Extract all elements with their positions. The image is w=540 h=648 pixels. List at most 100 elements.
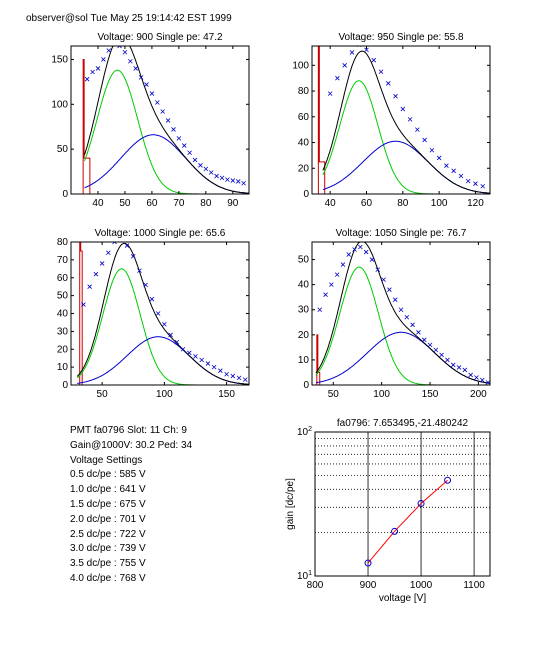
y-tick-label: 0 <box>62 189 68 200</box>
data-point <box>451 168 456 174</box>
data-point <box>473 181 478 186</box>
x-tick-label: 100 <box>156 389 173 400</box>
y-tick-label: 40 <box>57 309 69 320</box>
gain-point <box>417 499 425 507</box>
voltage-setting-row: 2.5 dc/pe : 722 V <box>70 528 146 540</box>
y-tick-label: 0 <box>303 189 309 200</box>
pmt-info-panel: PMT fa0796 Slot: 11 Ch: 9 Gain@1000V: 30… <box>70 424 192 587</box>
data-point <box>407 117 413 122</box>
data-point <box>211 364 217 370</box>
voltage-setting-row: 3.0 dc/pe : 739 V <box>70 543 146 555</box>
chart-title: Voltage: 900 Single pe: 47.2 <box>97 32 223 43</box>
data-point <box>342 63 347 68</box>
voltage-setting-row: 1.0 dc/pe : 641 V <box>70 484 146 496</box>
chart-title: Voltage: 1000 Single pe: 65.6 <box>95 228 226 239</box>
axes-frame <box>311 241 491 386</box>
plot-area <box>315 242 490 385</box>
pedestal-curve <box>317 46 326 194</box>
y-tick-label: 80 <box>57 237 69 248</box>
y-tick-label: 40 <box>298 138 310 149</box>
data-point <box>358 244 363 250</box>
data-point <box>474 375 479 380</box>
header-title: observer@sol Tue May 25 19:14:42 EST 199… <box>26 13 232 24</box>
data-point <box>327 91 333 96</box>
double-pe-gaussian <box>77 336 249 385</box>
data-point <box>133 66 139 71</box>
voltage-setting-row: 4.0 dc/pe : 768 V <box>70 572 146 584</box>
x-tick-label: 40 <box>92 198 104 209</box>
histogram-panel-1: Voltage: 900 Single pe: 47.2 40 50 60 70 80 90… <box>51 32 250 209</box>
data-point <box>144 82 149 87</box>
data-point <box>203 166 209 172</box>
voltage-setting-row: 1.5 dc/pe : 675 V <box>70 498 146 510</box>
voltage-settings-heading: Voltage Settings <box>70 454 143 466</box>
chart-title: Voltage: 1050 Single pe: 76.7 <box>336 228 467 239</box>
y-tick-label: 50 <box>298 255 310 266</box>
data-point <box>99 261 105 266</box>
data-point <box>187 150 192 156</box>
data-point <box>174 339 180 345</box>
data-point <box>427 342 433 348</box>
y-tick-label: 70 <box>57 255 69 266</box>
pedestal-curve <box>82 58 91 194</box>
y-tick-label: 10 <box>298 355 310 366</box>
data-point <box>416 330 421 335</box>
y-tick-label: 60 <box>298 112 310 123</box>
y-tick-label: 50 <box>57 144 69 155</box>
data-point <box>176 136 182 141</box>
data-point <box>241 180 246 186</box>
data-point <box>352 247 357 252</box>
data-point <box>180 346 186 352</box>
x-tick-label: 120 <box>467 198 484 209</box>
data-point <box>230 178 236 183</box>
data-point <box>90 69 95 75</box>
data-point <box>155 311 161 316</box>
data-point <box>415 127 420 132</box>
data-point <box>230 373 236 379</box>
gain-fit-line <box>367 479 448 564</box>
y-tick-label: 80 <box>298 86 310 97</box>
gain-point <box>391 527 399 535</box>
data-point <box>117 46 122 49</box>
x-tick-label: 80 <box>397 198 409 209</box>
total-fit-curve <box>322 50 490 194</box>
data-point <box>375 267 381 272</box>
data-point <box>168 332 173 338</box>
data-point <box>225 177 230 182</box>
x-tick-label: 1000 <box>410 580 433 591</box>
data-point <box>208 170 214 175</box>
data-point <box>155 100 160 105</box>
data-point <box>378 69 384 75</box>
histogram-panel-4: Voltage: 1050 Single pe: 76.750 100 150 200… <box>298 228 491 400</box>
x-tick-label: 60 <box>361 198 373 209</box>
axes-frame <box>70 241 250 386</box>
data-point <box>160 109 165 114</box>
data-point <box>433 347 439 353</box>
y-tick-label: 30 <box>298 305 310 316</box>
y-axis-label: gain [dc/pe] <box>285 478 296 530</box>
data-point <box>138 75 144 80</box>
data-point <box>242 377 248 382</box>
y-tick-label: 102 <box>297 426 312 438</box>
data-point <box>436 155 442 161</box>
histogram-panel-2: Voltage: 950 Single pe: 55.8 40 60 80 100 120… <box>292 32 491 209</box>
data-point <box>81 302 86 307</box>
data-point <box>193 354 198 359</box>
histogram-panel-3: Voltage: 1000 Single pe: 65.6 50 100 150 0 10… <box>57 228 250 400</box>
data-point <box>171 127 176 132</box>
data-point <box>186 350 192 356</box>
pedestal-curve <box>79 242 83 385</box>
x-tick-label: 70 <box>173 198 185 209</box>
data-point <box>95 66 101 71</box>
data-point <box>317 307 323 313</box>
data-point <box>219 175 225 181</box>
y-tick-label: 150 <box>51 54 68 65</box>
data-point <box>398 307 404 313</box>
total-fit-curve <box>76 242 249 385</box>
data-point <box>456 365 462 370</box>
data-point <box>214 173 219 179</box>
y-tick-label: 20 <box>298 163 310 174</box>
data-point <box>381 277 386 282</box>
data-point <box>480 183 486 189</box>
single-pe-gaussian <box>76 268 249 385</box>
